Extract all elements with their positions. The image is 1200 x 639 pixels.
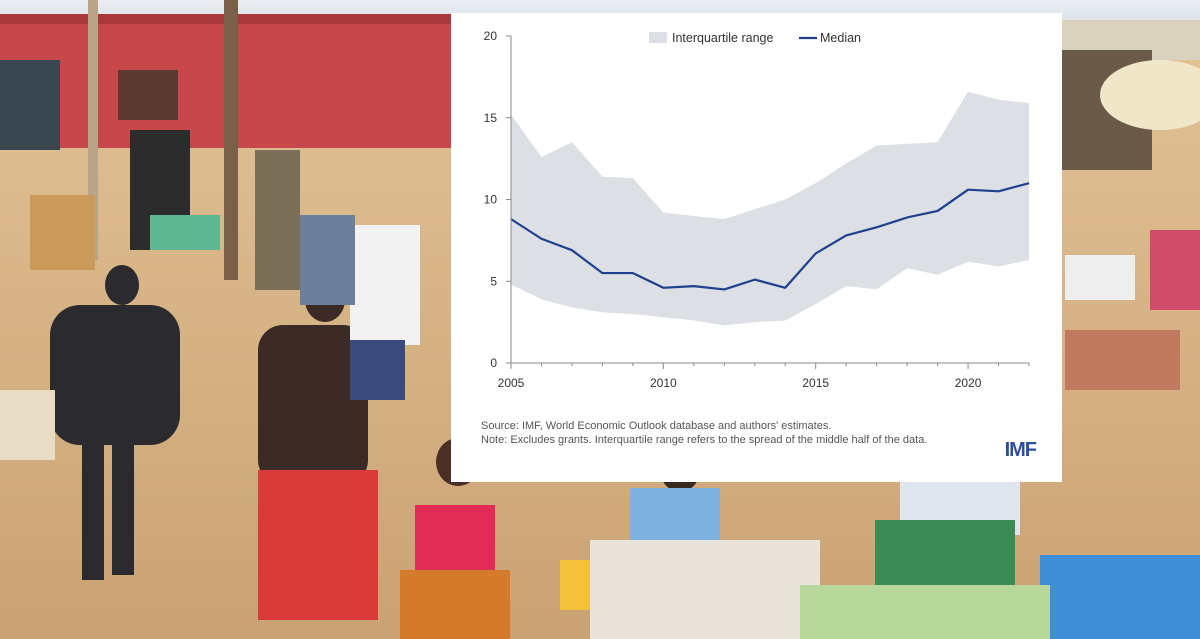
legend-label-median: Median [820, 31, 861, 45]
imf-logo-icon: IMF [1004, 439, 1037, 461]
x-tick-label: 2010 [650, 376, 677, 390]
y-tick-label: 10 [484, 193, 498, 207]
median-line [510, 182, 1030, 291]
chart-card: 0 5 10 15 20 2005 2010 2015 2020 Interquartile r… [451, 13, 1062, 482]
iqr-band [511, 91, 1029, 326]
chart-notes: Source: IMF, World Economic Outlook data… [481, 419, 951, 447]
footnote: Note: Excludes grants. Interquartile ran… [481, 434, 928, 446]
legend-swatch-iqr [649, 32, 667, 43]
chart: 0 5 10 15 20 2005 2010 2015 2020 Interquartile r… [484, 29, 1030, 390]
x-tick-label: 2015 [802, 376, 829, 390]
x-tick-label: 2020 [955, 376, 982, 390]
y-tick-label: 15 [484, 111, 498, 125]
legend-label-iqr: Interquartile range [672, 31, 774, 45]
y-tick-label: 20 [484, 29, 498, 43]
y-tick-label: 5 [490, 274, 497, 288]
x-tick-label: 2005 [498, 376, 525, 390]
source-note: Source: IMF, World Economic Outlook data… [481, 420, 832, 432]
y-tick-label: 0 [490, 356, 497, 370]
